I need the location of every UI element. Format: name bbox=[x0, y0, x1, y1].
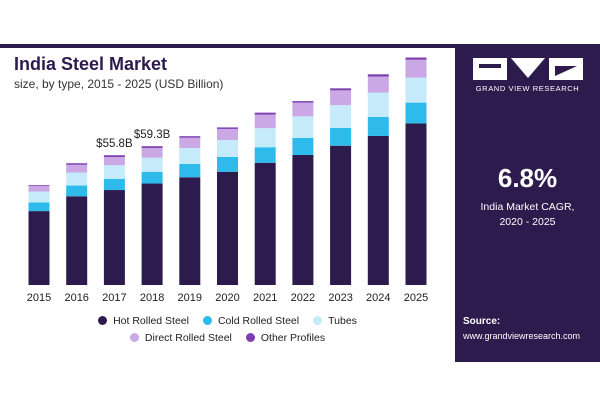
x-tick-label: 2022 bbox=[291, 292, 315, 304]
bar-segment-hot-rolled-steel bbox=[405, 123, 427, 286]
bar-segment-hot-rolled-steel bbox=[367, 135, 389, 285]
cagr-value: 6.8% bbox=[497, 163, 558, 193]
bar-segment-tubes bbox=[28, 191, 50, 203]
bar-segment-cold-rolled-steel bbox=[292, 137, 314, 155]
bar-segment-hot-rolled-steel bbox=[103, 190, 125, 285]
brand-name: GRAND VIEW RESEARCH bbox=[475, 84, 580, 93]
legend-label: Tubes bbox=[328, 314, 357, 327]
bar-segment-tubes bbox=[179, 147, 201, 164]
bar-segment-direct-rolled-steel bbox=[217, 128, 238, 140]
bar-segment-cold-rolled-steel bbox=[141, 171, 163, 184]
side-panel: GRAND VIEW RESEARCH 6.8% India Market CA… bbox=[455, 44, 600, 362]
bar-segment-other-profiles bbox=[28, 185, 50, 186]
bar-segment-tubes bbox=[330, 105, 352, 128]
bar-segment-hot-rolled-steel bbox=[141, 183, 163, 285]
bar-segment-other-profiles bbox=[405, 57, 427, 60]
bar-segment-direct-rolled-steel bbox=[179, 137, 201, 148]
bar-segment-direct-rolled-steel bbox=[254, 114, 276, 129]
legend-label: Direct Rolled Steel bbox=[144, 331, 232, 344]
bar-segment-direct-rolled-steel bbox=[141, 147, 163, 158]
legend-item: Direct Rolled Steel bbox=[129, 331, 232, 344]
bar-segment-cold-rolled-steel bbox=[179, 163, 201, 178]
bar-segment-other-profiles bbox=[217, 127, 238, 129]
bar-segment-other-profiles bbox=[330, 88, 352, 91]
legend-swatch bbox=[98, 316, 108, 325]
bar-segment-tubes bbox=[367, 92, 389, 117]
bar-segment-direct-rolled-steel bbox=[405, 59, 427, 78]
legend-label: Cold Rolled Steel bbox=[217, 314, 300, 327]
bar-segment-other-profiles bbox=[103, 155, 125, 157]
x-tick-label: 2025 bbox=[404, 292, 428, 304]
x-tick-label: 2021 bbox=[253, 292, 277, 304]
x-tick-label: 2016 bbox=[64, 292, 88, 304]
legend-label: Hot Rolled Steel bbox=[113, 314, 189, 327]
legend-swatch bbox=[313, 316, 323, 325]
cagr-label-line2: 2020 - 2025 bbox=[499, 216, 556, 228]
x-tick-label: 2018 bbox=[140, 292, 164, 304]
cagr-label: India Market CAGR, 2020 - 2025 bbox=[455, 200, 600, 230]
grand-view-research-logo-icon bbox=[473, 58, 583, 80]
bar-segment-tubes bbox=[66, 172, 88, 186]
bar-segment-direct-rolled-steel bbox=[292, 102, 314, 117]
chart-legend: Hot Rolled Steel Cold Rolled Steel Tubes D… bbox=[0, 312, 455, 346]
data-label: $59.3B bbox=[134, 129, 171, 141]
legend-swatch bbox=[202, 316, 212, 325]
x-tick-label: 2015 bbox=[27, 292, 51, 304]
legend-label: Other Profiles bbox=[260, 331, 326, 344]
x-tick-label: 2017 bbox=[102, 292, 126, 304]
bar-segment-cold-rolled-steel bbox=[217, 156, 238, 172]
bar-segment-cold-rolled-steel bbox=[330, 127, 352, 146]
legend-swatch bbox=[129, 333, 139, 342]
chart-title: India Steel Market bbox=[14, 54, 168, 74]
bar-segment-cold-rolled-steel bbox=[367, 116, 389, 136]
legend-row: Hot Rolled Steel Cold Rolled Steel Tubes bbox=[0, 312, 455, 329]
bar-segment-cold-rolled-steel bbox=[405, 102, 427, 124]
bar-segment-tubes bbox=[405, 77, 427, 103]
bar-segment-hot-rolled-steel bbox=[28, 211, 50, 285]
source-title: Source: bbox=[463, 316, 501, 327]
x-tick-label: 2020 bbox=[215, 292, 239, 304]
bar-segment-hot-rolled-steel bbox=[254, 162, 276, 285]
bar-segment-cold-rolled-steel bbox=[66, 185, 88, 197]
x-tick-label: 2019 bbox=[178, 292, 202, 304]
x-tick-label: 2024 bbox=[366, 292, 390, 304]
data-label: $55.8B bbox=[96, 138, 133, 150]
bar-segment-cold-rolled-steel bbox=[254, 147, 276, 163]
bar-segment-tubes bbox=[254, 128, 276, 148]
bar-segment-hot-rolled-steel bbox=[217, 171, 238, 285]
legend-item: Hot Rolled Steel bbox=[98, 315, 189, 327]
cagr-label-line1: India Market CAGR, bbox=[480, 201, 575, 213]
bar-segment-cold-rolled-steel bbox=[28, 202, 50, 212]
bar-segment-hot-rolled-steel bbox=[330, 145, 352, 285]
bar-segment-cold-rolled-steel bbox=[103, 178, 125, 191]
bar-segment-tubes bbox=[292, 116, 314, 138]
bar-segment-direct-rolled-steel bbox=[28, 185, 50, 192]
stacked-bar-chart: 2015 2016 2017 2018 2019 2020 2021 2022 2023 2024… bbox=[27, 57, 428, 304]
bar-segment-hot-rolled-steel bbox=[179, 177, 201, 285]
bar-segment-other-profiles bbox=[179, 136, 201, 138]
legend-row: Direct Rolled Steel Other Profiles bbox=[0, 329, 455, 346]
bar-segment-tubes bbox=[141, 157, 163, 172]
chart-subtitle: size, by type, 2015 - 2025 (USD Billion) bbox=[14, 77, 224, 91]
legend-item: Other Profiles bbox=[245, 331, 326, 344]
bar-segment-other-profiles bbox=[292, 101, 314, 103]
x-tick-label: 2023 bbox=[328, 292, 352, 304]
bar-segment-direct-rolled-steel bbox=[367, 76, 389, 93]
bar-segment-other-profiles bbox=[254, 112, 276, 115]
bar-segment-other-profiles bbox=[367, 74, 389, 77]
legend-item: Cold Rolled Steel bbox=[202, 314, 300, 327]
bar-segment-other-profiles bbox=[66, 163, 88, 165]
bar-segment-direct-rolled-steel bbox=[330, 90, 352, 106]
bar-segment-direct-rolled-steel bbox=[103, 156, 125, 166]
legend-swatch bbox=[245, 333, 255, 342]
bar-segment-hot-rolled-steel bbox=[66, 196, 88, 285]
bar-segment-tubes bbox=[217, 139, 238, 157]
bar-segment-tubes bbox=[103, 165, 125, 179]
bar-segment-direct-rolled-steel bbox=[66, 164, 88, 173]
legend-item: Tubes bbox=[313, 315, 357, 327]
bar-segment-other-profiles bbox=[141, 146, 163, 148]
source-url[interactable]: www.grandviewresearch.com bbox=[463, 331, 581, 341]
bar-segment-hot-rolled-steel bbox=[292, 154, 314, 285]
